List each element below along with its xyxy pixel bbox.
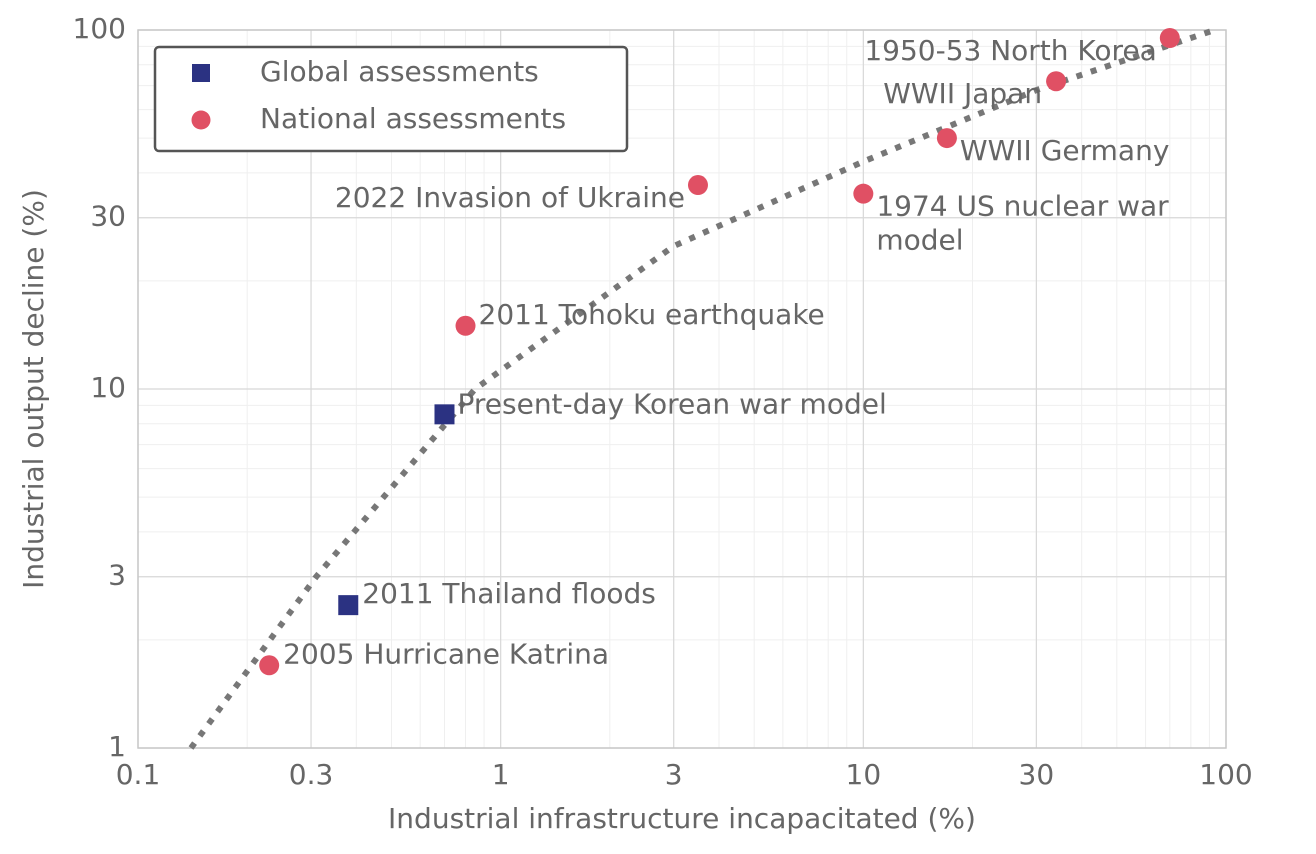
x-tick-label: 0.1 (116, 758, 161, 791)
point (853, 183, 874, 204)
point-label: WWII Germany (960, 134, 1169, 167)
label-line: model (876, 224, 963, 257)
point-label: 2011 Tohoku earthquake (479, 298, 825, 331)
y-tick-label: 10 (90, 371, 126, 404)
point-label: 2011 Thailand floods (362, 577, 656, 610)
legend-marker (191, 110, 211, 130)
point (455, 315, 476, 336)
y-tick-label: 30 (90, 200, 126, 233)
legend-label: National assessments (260, 102, 566, 135)
y-tick-label: 100 (73, 12, 126, 45)
point (1046, 71, 1067, 92)
point-label: 1950-53 North Korea (864, 34, 1156, 67)
point (259, 655, 280, 676)
x-tick-label: 0.3 (289, 758, 334, 791)
x-tick-label: 3 (665, 758, 683, 791)
x-tick-label: 1 (492, 758, 510, 791)
y-tick-label: 3 (108, 559, 126, 592)
point (687, 175, 708, 196)
fit-curve (188, 27, 1216, 750)
point (1159, 27, 1180, 48)
x-tick-label: 100 (1199, 758, 1252, 791)
plot-frame (137, 29, 1227, 749)
point-label: 2022 Invasion of Ukraine (335, 181, 685, 214)
point (338, 595, 359, 616)
legend-box (153, 45, 629, 153)
point-label: 1974 US nuclear war model (876, 190, 1169, 257)
y-tick-label: 1 (108, 730, 126, 763)
x-tick-label: 30 (1019, 758, 1055, 791)
legend-marker (192, 64, 210, 82)
y-axis-title: Industrial output decline (%) (17, 189, 50, 589)
point-label: 2005 Hurricane Katrina (283, 637, 609, 670)
point-label: WWII Japan (883, 77, 1042, 110)
x-axis-title: Industrial infrastructure incapacitated … (388, 802, 976, 835)
x-tick-label: 10 (846, 758, 882, 791)
legend-label: Global assessments (260, 55, 539, 88)
label-line: 1974 US nuclear war (876, 190, 1169, 223)
point-label: Present-day Korean war model (457, 387, 886, 420)
point (936, 128, 957, 149)
point (434, 404, 455, 425)
